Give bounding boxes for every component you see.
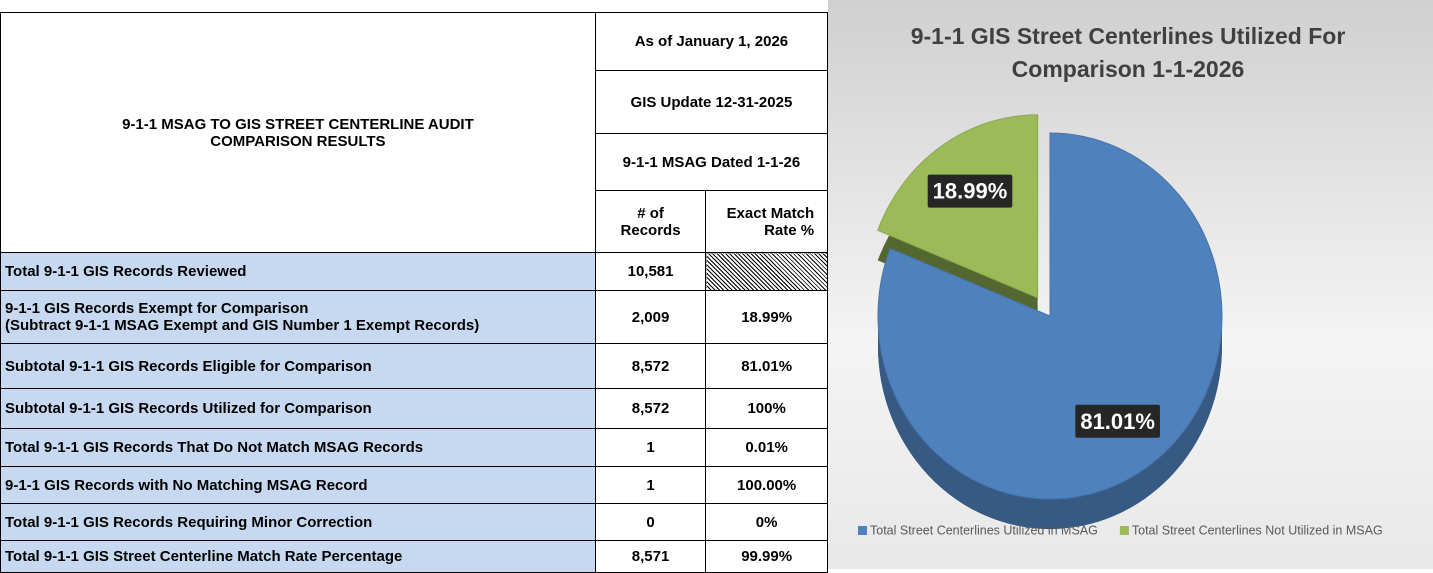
legend-label: Total Street Centerlines Not Utilized in… (1132, 523, 1383, 537)
row-label-line: Total 9-1-1 GIS Records Reviewed (5, 263, 247, 280)
records-cell: 8,572 (594, 343, 707, 389)
row-label: 9-1-1 GIS Records with No Matching MSAG … (0, 466, 596, 504)
row-label: Total 9-1-1 GIS Records That Do Not Matc… (0, 428, 596, 467)
row-label-line: (Subtract 9-1-1 MSAG Exempt and GIS Numb… (5, 317, 480, 334)
header-cell: GIS Update 12-31-2025 (594, 70, 829, 134)
row-label: Total 9-1-1 GIS Records Reviewed (0, 252, 596, 291)
rate-cell: 0.01% (705, 428, 828, 467)
row-label-line: Total 9-1-1 GIS Street Centerline Match … (5, 548, 403, 565)
row-label: Total 9-1-1 GIS Street Centerline Match … (0, 540, 596, 573)
rate-cell: 18.99% (705, 290, 828, 344)
column-header: Exact Match Rate % (705, 190, 828, 253)
table-row: 9-1-1 GIS Records with No Matching MSAG … (0, 466, 828, 504)
audit-table: 9-1-1 MSAG TO GIS STREET CENTERLINE AUDI… (0, 12, 829, 573)
row-label-line: Total 9-1-1 GIS Records That Do Not Matc… (5, 439, 424, 456)
row-label-line: 9-1-1 GIS Records Exempt for Comparison (5, 300, 309, 317)
table-title: 9-1-1 MSAG TO GIS STREET CENTERLINE AUDI… (122, 115, 474, 150)
row-label: 9-1-1 GIS Records Exempt for Comparison(… (0, 290, 596, 344)
row-label: Subtotal 9-1-1 GIS Records Utilized for … (0, 388, 596, 429)
hatched-cell (705, 252, 828, 291)
table-row: Subtotal 9-1-1 GIS Records Eligible for … (0, 343, 828, 389)
rate-cell: 99.99% (705, 540, 828, 573)
chart-title: 9-1-1 GIS Street Centerlines Utilized Fo… (910, 23, 1346, 82)
legend-swatch (858, 526, 867, 535)
column-header: # of Records (594, 190, 707, 253)
row-label-line: 9-1-1 GIS Records with No Matching MSAG … (5, 476, 368, 494)
row-label-line: Total 9-1-1 GIS Records Requiring Minor … (5, 513, 373, 531)
records-cell: 10,581 (594, 252, 707, 291)
row-label-line: Subtotal 9-1-1 GIS Records Eligible for … (5, 357, 372, 375)
rate-cell: 100.00% (705, 466, 828, 504)
header-cell: As of January 1, 2026 (594, 12, 829, 71)
data-label-box (1075, 404, 1160, 438)
table-title-cell: 9-1-1 MSAG TO GIS STREET CENTERLINE AUDI… (0, 12, 596, 253)
column-header-text: # of Records (620, 204, 681, 239)
chart: 81.01% 18.99% Total Street Centerlines Uti… (858, 114, 1383, 537)
legend-swatch (1119, 526, 1129, 535)
row-label-line: Subtotal 9-1-1 GIS Records Utilized for … (5, 400, 372, 417)
records-cell: 2,009 (594, 290, 707, 344)
records-cell: 0 (594, 503, 707, 541)
data-label: 81.01% (1080, 409, 1155, 434)
table-row: Total 9-1-1 GIS Records That Do Not Matc… (0, 428, 828, 467)
row-label: Subtotal 9-1-1 GIS Records Eligible for … (0, 343, 596, 389)
records-cell: 8,572 (594, 388, 707, 429)
table-row: 9-1-1 GIS Records Exempt for Comparison(… (0, 290, 828, 344)
table-row: Total 9-1-1 GIS Records Reviewed 10,581 (0, 252, 828, 291)
header-cell: 9-1-1 MSAG Dated 1-1-26 (594, 133, 829, 191)
row-label: Total 9-1-1 GIS Records Requiring Minor … (0, 503, 596, 541)
chart-area: 9-1-1 GIS Street Centerlines Utilized Fo… (828, 0, 1433, 569)
table-row: Total 9-1-1 GIS Street Centerline Match … (0, 540, 828, 573)
records-cell: 1 (594, 466, 707, 504)
table-body: Total 9-1-1 GIS Records Reviewed 10,581 9-… (0, 252, 828, 573)
records-cell: 1 (594, 428, 707, 467)
slice-side (878, 316, 1222, 529)
data-label-box (927, 174, 1013, 208)
rate-cell: 81.01% (705, 343, 828, 389)
rate-cell: 100% (705, 388, 828, 429)
column-header-text: Exact Match Rate % (726, 204, 815, 239)
rate-cell: 0% (705, 503, 828, 541)
data-label: 18.99% (933, 179, 1008, 204)
legend-label: Total Street Centerlines Utilized in MSA… (870, 523, 1098, 537)
table-row: Total 9-1-1 GIS Records Requiring Minor … (0, 503, 828, 541)
records-cell: 8,571 (594, 540, 707, 573)
table-row: Subtotal 9-1-1 GIS Records Utilized for … (0, 388, 828, 429)
